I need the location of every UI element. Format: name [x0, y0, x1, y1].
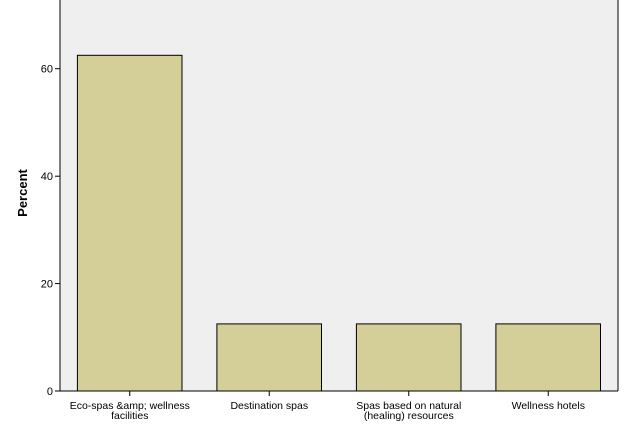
- bar-1: [76, 54, 183, 392]
- x-tick-label-1: Eco-spas &amp; wellness facilities: [70, 400, 190, 422]
- y-tick-label-4: 60: [41, 64, 53, 76]
- bars-group: [76, 54, 601, 392]
- y-tick-label-1: 0: [47, 386, 53, 398]
- bar-2: [216, 323, 322, 392]
- y-tick-label-2: 20: [41, 279, 53, 291]
- bar-4: [495, 323, 601, 392]
- x-tick-label-line: (healing) resources: [364, 410, 454, 422]
- y-ticks-group: 0 20 40 60: [41, 64, 60, 398]
- x-tick-label-2: Destination spas: [230, 400, 308, 412]
- x-tick-label-line: Eco-spas &amp; wellness: [70, 400, 190, 412]
- y-axis-title: Percent: [15, 168, 30, 216]
- x-labels-group: Eco-spas &amp; wellness facilities Destina…: [70, 391, 585, 422]
- bar-3: [355, 323, 462, 392]
- x-tick-label-4: Wellness hotels: [512, 400, 585, 412]
- x-tick-label-line: Destination spas: [230, 400, 308, 412]
- x-tick-label-3: Spas based on natural (healing) resources: [356, 400, 461, 422]
- y-tick-label-3: 40: [41, 171, 53, 183]
- x-tick-label-line: Spas based on natural: [356, 400, 461, 412]
- x-tick-label-line: Wellness hotels: [512, 400, 585, 412]
- x-tick-label-line: facilities: [111, 410, 148, 422]
- axes-group: [59, 0, 619, 392]
